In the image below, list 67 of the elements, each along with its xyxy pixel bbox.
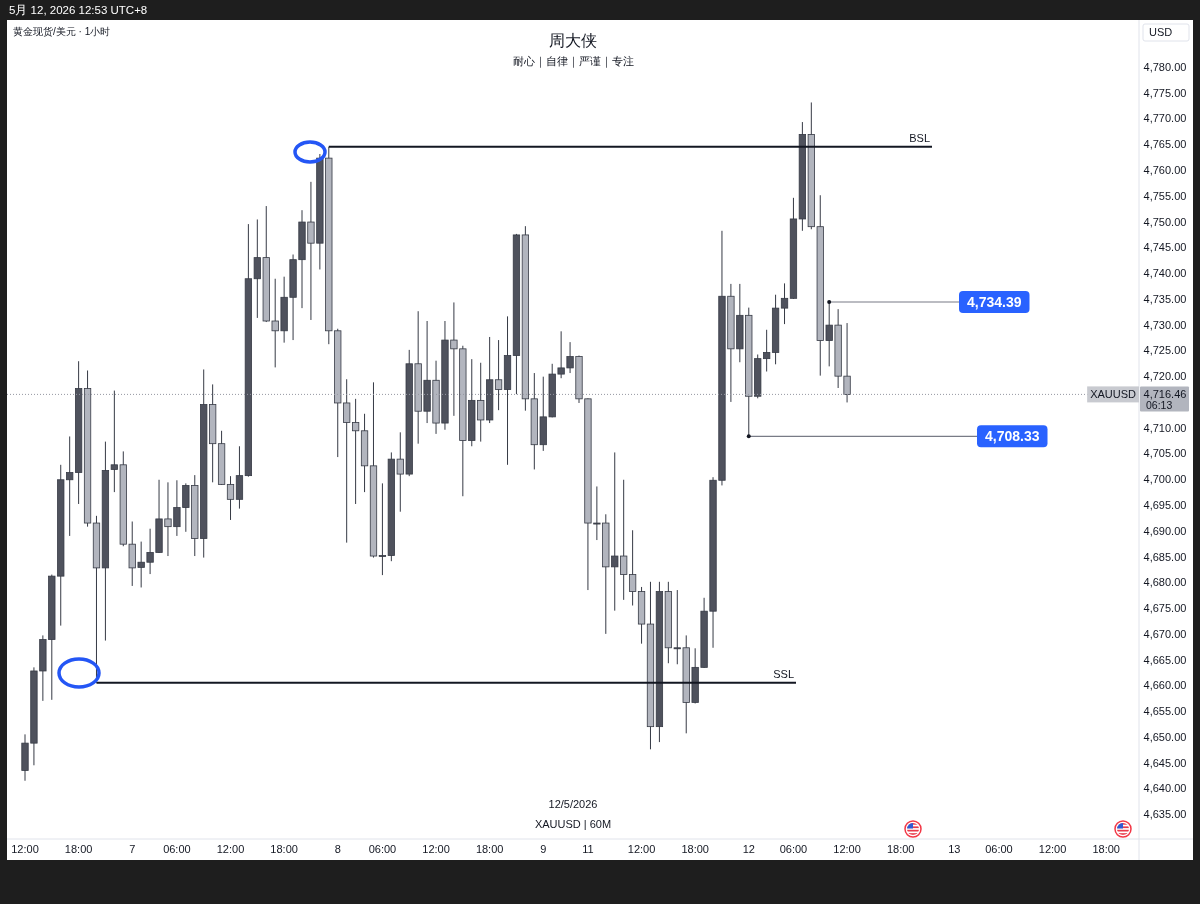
x-tick-label: 18:00: [681, 843, 709, 855]
y-tick-label: 4,760.00: [1143, 164, 1187, 176]
x-tick-label: 8: [334, 843, 341, 855]
y-tick-label: 4,700.00: [1143, 473, 1187, 486]
ref-line-label: SSL: [773, 667, 794, 680]
y-tick-label: 4,640.00: [1143, 782, 1187, 795]
x-tick-label: 9: [540, 843, 547, 855]
ref-line-label: 4,734.39: [959, 291, 1030, 313]
y-axis-title: USD: [1149, 26, 1173, 38]
y-tick-label: 4,705.00: [1143, 447, 1187, 460]
y-tick-label: 4,710.00: [1143, 421, 1187, 434]
y-tick-label: 4,725.00: [1143, 344, 1187, 357]
ref-line-label: XAUUSD: [1087, 386, 1139, 403]
y-tick-label: 4,735.00: [1143, 292, 1187, 305]
y-tick-label: 4,645.00: [1143, 756, 1187, 769]
x-tick-label: 18:00: [1092, 843, 1120, 855]
y-tick-label: 4,690.00: [1143, 524, 1187, 537]
annotation: 5月 12, 2026 12:53 UTC+8: [9, 4, 148, 16]
y-tick-label: 4,740.00: [1143, 267, 1187, 280]
x-tick-label: 06:00: [163, 843, 191, 855]
y-tick-label: 4,655.00: [1143, 705, 1187, 718]
y-tick-label: 4,765.00: [1143, 138, 1187, 151]
x-tick-label: 7: [129, 843, 136, 855]
x-tick-label: 06:00: [779, 843, 808, 855]
x-tick-label: 12:00: [422, 843, 450, 855]
x-tick-label: 12:00: [11, 843, 39, 855]
x-tick-label: 12:00: [216, 843, 245, 855]
ref-line-label: BSL: [909, 131, 930, 144]
y-tick-label: 4,695.00: [1143, 499, 1187, 511]
ref-line-label: 4,708.33: [985, 428, 1040, 445]
y-tick-label: 4,780.00: [1143, 60, 1187, 73]
y-tick-label: 4,775.00: [1143, 86, 1187, 99]
y-tick-label: 4,720.00: [1143, 370, 1187, 383]
x-tick-label: 12:00: [627, 843, 656, 855]
x-tick-label: 11: [582, 843, 594, 855]
x-tick-label: 06:00: [985, 843, 1013, 855]
x-tick-label: 18:00: [886, 843, 915, 855]
y-tick-label: 4,680.00: [1143, 576, 1187, 589]
y-tick-label: 4,755.00: [1143, 189, 1187, 202]
x-tick-label: 12: [742, 843, 755, 855]
annotation: 4,716.46: [1143, 388, 1187, 401]
y-tick-label: 4,665.00: [1143, 653, 1187, 666]
y-tick-label: 4,660.00: [1143, 679, 1187, 692]
y-tick-label: 4,675.00: [1143, 602, 1187, 615]
y-tick-label: 4,750.00: [1143, 215, 1187, 228]
y-tick-label: 4,685.00: [1143, 550, 1187, 563]
x-tick-label: 06:00: [368, 843, 397, 855]
annotation: 黄金现货/美元 · 1小时: [13, 26, 111, 37]
annotation: XAUUSD | 60M: [534, 818, 612, 830]
subtitle: 耐心｜自律｜严谨｜专注: [512, 55, 634, 67]
ref-line-label: 4,734.39: [967, 293, 1022, 310]
x-tick-label: 18:00: [64, 843, 93, 855]
y-tick-label: 4,745.00: [1143, 241, 1187, 254]
x-tick-label: 18:00: [270, 843, 298, 855]
ref-line-label: 4,708.33: [977, 425, 1048, 448]
x-tick-label: 12:00: [833, 843, 861, 855]
y-tick-label: 4,770.00: [1143, 112, 1187, 125]
y-tick-label: 4,730.00: [1143, 318, 1187, 331]
x-tick-label: 18:00: [475, 843, 504, 855]
x-tick-label: 12:00: [1038, 843, 1067, 855]
annotation: 12/5/2026: [548, 798, 598, 810]
y-tick-label: 4,635.00: [1143, 808, 1187, 821]
x-tick-label: 13: [948, 843, 961, 855]
annotation: 06:13: [1146, 399, 1173, 412]
title: 周大侠: [549, 32, 597, 49]
y-tick-label: 4,670.00: [1143, 627, 1187, 640]
y-tick-label: 4,650.00: [1143, 730, 1187, 743]
